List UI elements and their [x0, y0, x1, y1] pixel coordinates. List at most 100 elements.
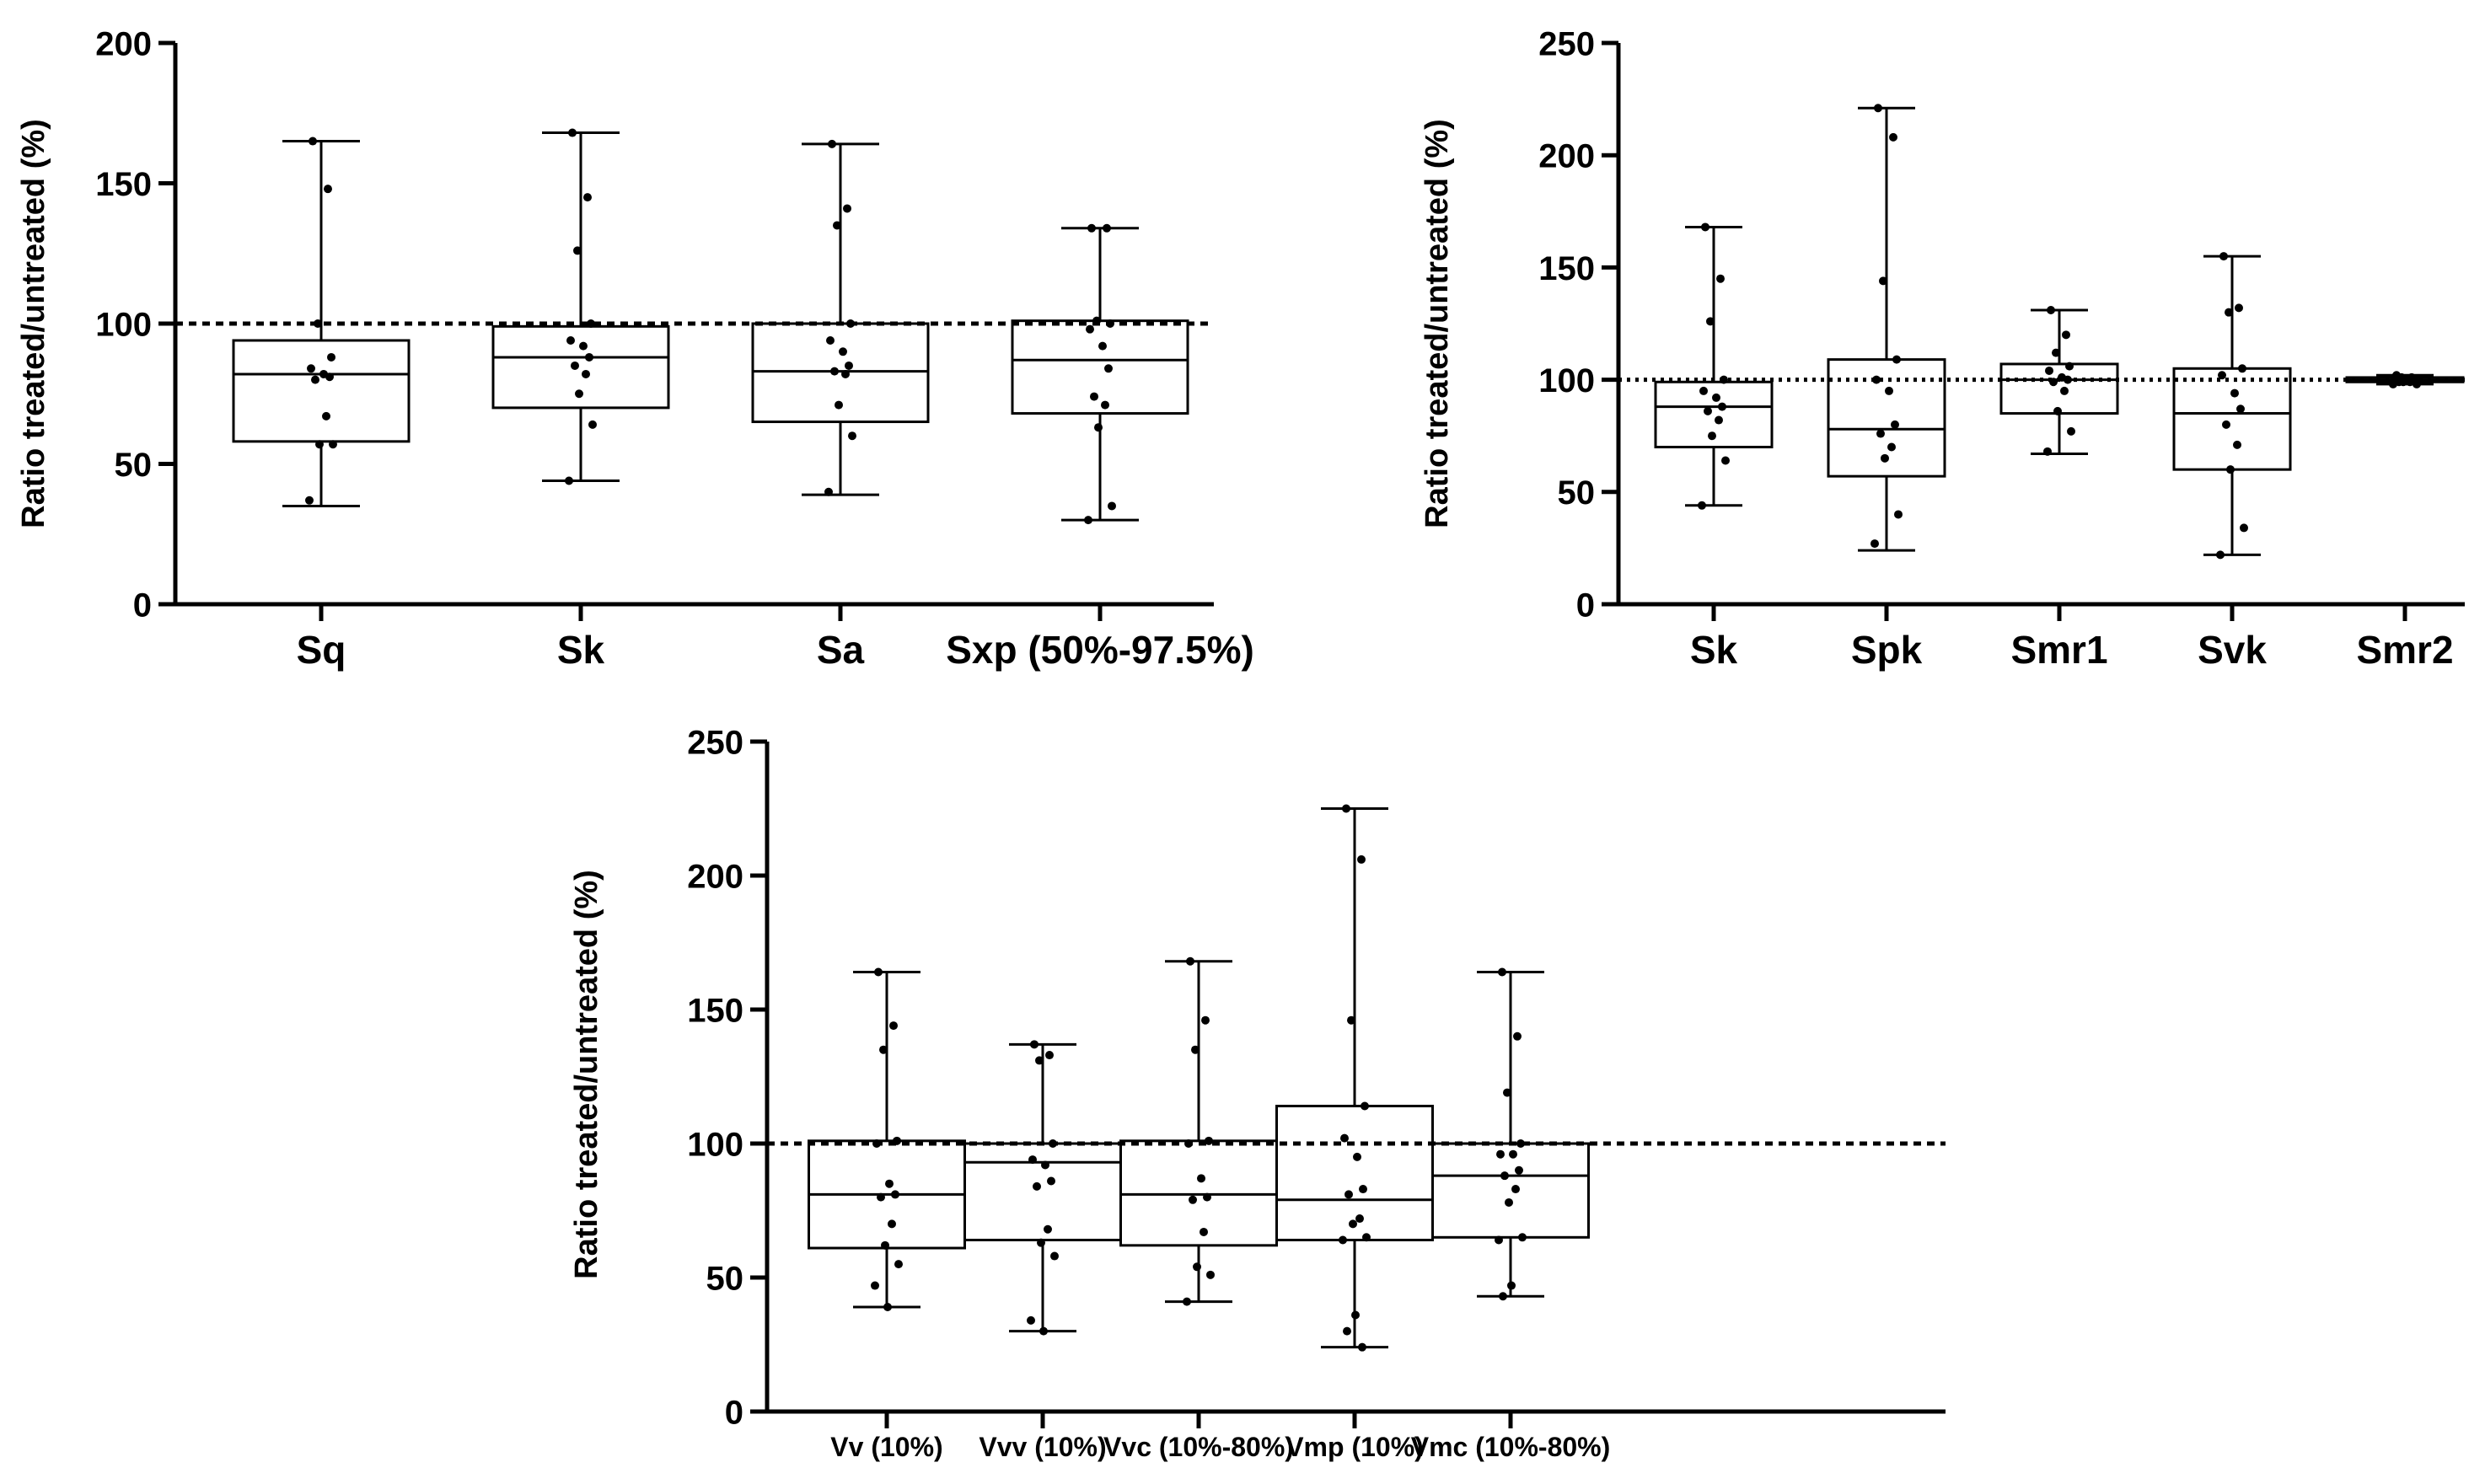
iqr-box	[1827, 358, 1946, 478]
data-point	[2219, 252, 2228, 261]
data-point	[566, 335, 575, 345]
data-point	[828, 139, 836, 148]
data-point	[1874, 104, 1882, 113]
iqr-box	[963, 1142, 1122, 1241]
box-plot-vmc	[1431, 967, 1590, 1301]
data-point	[568, 128, 577, 137]
data-point	[2413, 379, 2421, 388]
y-tick-label: 0	[1576, 587, 1595, 624]
data-point	[571, 361, 579, 370]
data-point	[881, 1240, 889, 1250]
data-point	[325, 372, 334, 382]
data-point	[877, 1192, 885, 1202]
data-point	[2052, 348, 2060, 357]
data-point	[883, 1302, 892, 1311]
data-point	[1186, 956, 1194, 966]
x-category-label: Smr1	[2010, 628, 2107, 672]
data-point	[2062, 330, 2070, 340]
y-tick-label: 250	[687, 724, 743, 761]
box-plot-spk	[1827, 104, 1946, 552]
x-category-label: Svk	[2198, 628, 2267, 672]
y-tick-label: 50	[115, 447, 153, 484]
data-point	[2389, 379, 2397, 388]
data-point	[1495, 1235, 1503, 1245]
data-point	[1357, 855, 1366, 864]
data-point	[885, 1179, 894, 1188]
data-point	[573, 246, 582, 255]
y-tick-label: 200	[1538, 138, 1595, 175]
box-plot-sq	[232, 137, 411, 507]
data-point	[889, 1021, 898, 1031]
data-point	[1885, 386, 1893, 395]
data-point	[324, 185, 332, 194]
data-point	[1086, 324, 1094, 334]
panel-functional-parameters: 0 50 100 150 200 250 Ratio treated/untreated (…	[1420, 25, 2465, 672]
data-point	[848, 431, 856, 441]
y-axis-label: Ratio treated/untreated (%)	[16, 119, 51, 528]
data-point	[1101, 400, 1109, 410]
y-tick-label: 100	[687, 1126, 743, 1163]
data-point	[1033, 1181, 1041, 1191]
data-point	[1044, 1224, 1052, 1234]
data-point	[1193, 1262, 1201, 1272]
data-point	[1027, 1315, 1035, 1325]
data-point	[1715, 415, 1723, 425]
data-point	[587, 319, 595, 328]
y-tick-label: 200	[95, 25, 152, 62]
data-point	[1701, 222, 1709, 232]
data-point	[1343, 1326, 1351, 1336]
data-point	[1098, 341, 1107, 351]
data-point	[582, 369, 590, 378]
x-category-label: Spk	[1851, 628, 1923, 672]
data-point	[1892, 355, 1901, 364]
data-point	[839, 347, 847, 356]
y-tick-label: 0	[725, 1394, 743, 1431]
data-point	[2235, 303, 2243, 313]
data-point	[2222, 420, 2230, 429]
data-point	[1108, 501, 1116, 511]
data-point	[894, 1260, 903, 1269]
data-point	[1712, 393, 1720, 402]
data-point	[824, 487, 833, 496]
data-point	[1515, 1165, 1523, 1175]
data-point	[1879, 276, 1887, 286]
data-point	[1718, 402, 1726, 411]
data-point	[1498, 967, 1506, 977]
iqr-box	[1119, 1139, 1278, 1247]
y-axis-label: Ratio treated/untreated (%)	[1420, 119, 1455, 528]
data-point	[1499, 1292, 1507, 1301]
data-point	[579, 341, 588, 351]
y-tick-label: 50	[1558, 474, 1596, 512]
box-plot-svk	[2172, 252, 2292, 560]
y-tick-label: 100	[95, 306, 152, 343]
box-plot-sa	[751, 139, 930, 496]
iqr-box	[1999, 362, 2119, 415]
data-point	[1359, 1185, 1367, 1194]
x-category-label: Vmp (10%)	[1285, 1432, 1424, 1462]
data-point	[1503, 1088, 1511, 1097]
data-point	[575, 389, 583, 399]
data-point	[2238, 364, 2246, 373]
data-point	[2045, 366, 2053, 375]
data-point	[1183, 1297, 1191, 1306]
data-point	[1191, 1045, 1200, 1054]
data-point	[1496, 1149, 1505, 1159]
data-point	[1030, 1040, 1039, 1049]
data-point	[1084, 516, 1092, 525]
x-category-label: Vvv (10%)	[979, 1432, 1106, 1462]
data-point	[1891, 420, 1899, 429]
panel-surface-height-parameters: 0 50 100 150 200 Ratio treated/untreated (%) S…	[16, 25, 1254, 672]
data-point	[1362, 1233, 1371, 1242]
data-point	[585, 352, 593, 362]
y-tick-label: 200	[687, 858, 743, 895]
iqr-box	[1275, 1104, 1434, 1241]
data-point	[2225, 308, 2233, 317]
data-point	[1342, 804, 1350, 813]
data-point	[322, 411, 330, 421]
data-point	[1205, 1136, 1213, 1145]
data-point	[843, 204, 851, 213]
data-point	[1358, 1342, 1366, 1352]
data-point	[1035, 1056, 1044, 1065]
